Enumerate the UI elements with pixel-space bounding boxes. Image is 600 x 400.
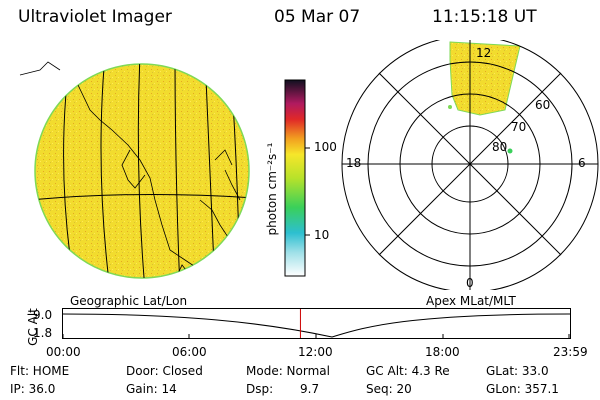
xtick-0000: 00:00 xyxy=(46,345,81,359)
status-flt: Flt: HOME xyxy=(10,364,70,378)
colorbar-label: photon cm⁻²s⁻¹ xyxy=(265,142,279,236)
status-ip: IP: 36.0 xyxy=(10,382,56,396)
mlt-label-12: 12 xyxy=(476,46,492,60)
earth-disc xyxy=(34,63,250,279)
ytick-9: 9.0 xyxy=(33,308,53,322)
xtick-1800: 18:00 xyxy=(425,345,460,359)
status-gain: Gain: 14 xyxy=(126,382,177,396)
auroral-oval-region xyxy=(449,41,521,116)
mlt-label-0: 0 xyxy=(466,276,474,290)
polar-panel-label: Apex MLat/MLT xyxy=(426,294,516,308)
satellite-footprint-dot xyxy=(507,148,513,154)
status-seq: Seq: 20 xyxy=(366,382,412,396)
coastline xyxy=(59,69,241,278)
timeline-plot xyxy=(62,308,571,339)
status-dsp-value: 9.7 xyxy=(300,382,320,396)
xtick-2359: 23:59 xyxy=(553,345,588,359)
app-title: Ultraviolet Imager xyxy=(18,7,172,27)
lat-label-70: 70 xyxy=(511,120,527,134)
geographic-image xyxy=(19,61,250,279)
mlt-label-6: 6 xyxy=(578,156,586,170)
altitude-curve xyxy=(62,313,571,338)
xtick-1200: 12:00 xyxy=(298,345,333,359)
ytick-1-8: 1.8 xyxy=(33,326,53,340)
mlt-label-18: 18 xyxy=(346,156,362,170)
status-mode: Mode: Normal xyxy=(246,364,330,378)
colorbar xyxy=(284,79,310,277)
status-dsp-label: Dsp: xyxy=(246,382,274,396)
status-door: Door: Closed xyxy=(126,364,203,378)
status-glon: GLon: 357.1 xyxy=(486,382,559,396)
date-label: 05 Mar 07 xyxy=(274,7,361,27)
status-gcalt: GC Alt: 4.3 Re xyxy=(366,364,450,378)
colorbar-tick-10: 10 xyxy=(314,228,330,242)
lat-label-60: 60 xyxy=(535,98,551,112)
status-glat: GLat: 33.0 xyxy=(486,364,549,378)
geo-panel-label: Geographic Lat/Lon xyxy=(70,294,188,308)
colorbar-tick-100: 100 xyxy=(314,140,337,154)
xtick-0600: 06:00 xyxy=(172,345,207,359)
time-label: 11:15:18 UT xyxy=(432,7,537,27)
polar-plot xyxy=(341,40,599,290)
lat-label-80: 80 xyxy=(492,140,508,154)
